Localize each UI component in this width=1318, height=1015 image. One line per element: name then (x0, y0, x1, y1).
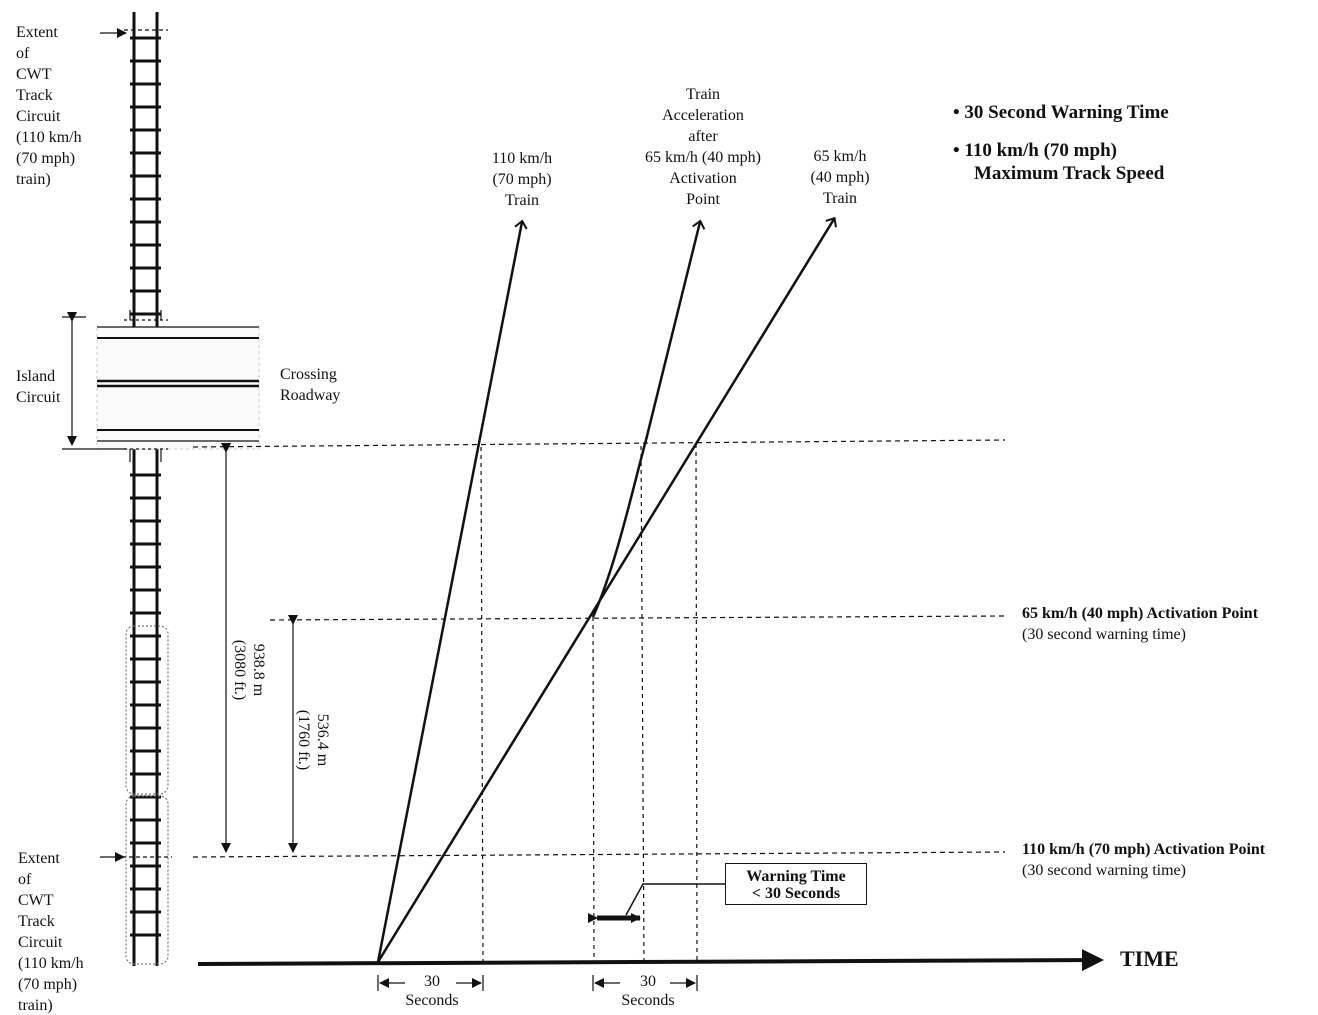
extent-bottom-line: Circuit (18, 934, 63, 951)
track-circuit-box-upper (125, 625, 169, 795)
extent-bottom-line: of (18, 871, 32, 888)
train-65-line: Train (822, 190, 858, 207)
track-circuit-box-lower (125, 795, 169, 965)
activation-65-title: 65 km/h (40 mph) Activation Point (1022, 605, 1259, 622)
trajectory-110-train (376, 219, 528, 963)
trajectory-65-train (376, 216, 837, 963)
extent-top-line: Track (16, 87, 53, 104)
crossing-roadway-line: Roadway (280, 387, 341, 404)
bullet-dot: • (953, 102, 965, 123)
bullet-warning-time: • 30 Second Warning Time (953, 101, 1169, 124)
extent-top-label: Extent of CWT Track Circuit (110 km/h (7… (16, 22, 82, 190)
extent-top-line: Circuit (16, 108, 61, 125)
island-circuit-line: Island (16, 368, 56, 385)
interval-1-label: 30 Seconds (396, 972, 468, 1010)
extent-bottom-line: (70 mph) (18, 976, 78, 993)
interval-1-value: 30 (424, 973, 440, 990)
train-65-line: (40 mph) (810, 169, 870, 186)
time-axis (197, 949, 1104, 972)
island-circuit-dimension (62, 312, 126, 450)
bullet-text: 110 km/h (70 mph) (964, 140, 1117, 161)
distance-938-label: 938.8 m (3080 ft.) (228, 620, 268, 720)
crossing-roadway (96, 310, 260, 462)
extent-marker-top (100, 28, 168, 38)
extent-top-line: (110 km/h (16, 129, 82, 146)
warning-box-line: < 30 Seconds (751, 885, 841, 902)
interval-1-unit: Seconds (405, 992, 459, 1009)
reference-lines (192, 439, 1006, 858)
extent-top-line: of (16, 45, 30, 62)
interval-dimension-2 (592, 975, 698, 991)
train-accel-line: Acceleration (662, 107, 744, 124)
extent-bottom-line: Track (18, 913, 55, 930)
interval-dimension-1 (377, 975, 484, 991)
activation-110-title: 110 km/h (70 mph) Activation Point (1022, 841, 1266, 858)
bullet-text: Maximum Track Speed (974, 163, 1165, 184)
activation-65-note: (30 second warning time) (1022, 626, 1186, 643)
train-accel-line: Activation (669, 170, 737, 187)
interval-2-label: 30 Seconds (612, 972, 684, 1010)
activation-110-note: (30 second warning time) (1022, 862, 1186, 879)
train-110-label: 110 km/h (70 mph) Train (482, 148, 562, 211)
distance-dimensions (221, 443, 298, 853)
railway-track (130, 12, 161, 966)
time-markers (480, 443, 698, 963)
distance-536-value: 536.4 m (314, 713, 331, 767)
interval-2-unit: Seconds (621, 992, 675, 1009)
train-65-line: 65 km/h (813, 148, 867, 165)
train-accel-line: 65 km/h (40 mph) (645, 149, 761, 166)
island-circuit-label: Island Circuit (16, 366, 60, 408)
extent-bottom-label: Extent of CWT Track Circuit (110 km/h (7… (18, 848, 84, 1015)
trajectory-accelerating-train (591, 219, 706, 618)
train-110-line: Train (504, 192, 540, 209)
island-circuit-line: Circuit (16, 389, 61, 406)
extent-bottom-line: Extent (18, 850, 60, 867)
bullet-text: 30 Second Warning Time (964, 102, 1169, 123)
activation-65-label: 65 km/h (40 mph) Activation Point (30 se… (1022, 603, 1258, 645)
crossing-roadway-line: Crossing (280, 366, 337, 383)
extent-bottom-line: train) (18, 997, 53, 1014)
train-65-label: 65 km/h (40 mph) Train (800, 146, 880, 209)
bullet-max-speed: • 110 km/h (70 mph) Maximum Track Speed (953, 139, 1164, 185)
distance-536-feet: (1760 ft.) (295, 709, 312, 771)
extent-bottom-line: CWT (18, 892, 54, 909)
extent-top-line: Extent (16, 24, 58, 41)
warning-time-indicator (588, 883, 725, 923)
bullet-dot: • (953, 140, 965, 161)
activation-110-label: 110 km/h (70 mph) Activation Point (30 s… (1022, 839, 1265, 881)
train-accel-label: Train Acceleration after 65 km/h (40 mph… (628, 84, 778, 210)
distance-536-label: 536.4 m (1760 ft.) (292, 690, 332, 790)
train-accel-line: after (688, 128, 718, 145)
train-accel-line: Point (686, 191, 720, 208)
extent-top-line: train) (16, 171, 51, 188)
train-110-line: (70 mph) (492, 171, 552, 188)
warning-time-box: Warning Time < 30 Seconds (725, 863, 867, 905)
distance-938-value: 938.8 m (250, 643, 267, 697)
train-accel-line: Train (685, 86, 721, 103)
time-axis-label: TIME (1120, 946, 1179, 971)
extent-top-line: (70 mph) (16, 150, 76, 167)
interval-2-value: 30 (640, 973, 656, 990)
extent-bottom-line: (110 km/h (18, 955, 84, 972)
warning-box-line: Warning Time (746, 868, 846, 885)
crossing-roadway-label: Crossing Roadway (280, 364, 340, 406)
distance-938-feet: (3080 ft.) (231, 639, 248, 701)
extent-top-line: CWT (16, 66, 52, 83)
train-110-line: 110 km/h (491, 150, 553, 167)
